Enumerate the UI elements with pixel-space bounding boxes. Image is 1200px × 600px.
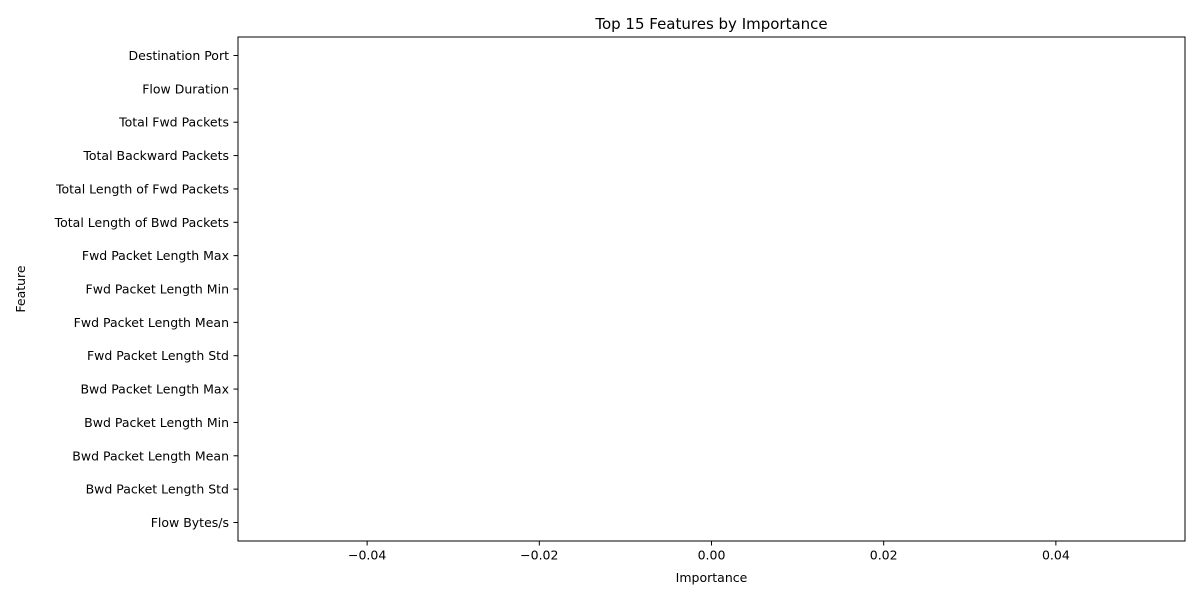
y-tick-label: Bwd Packet Length Min: [84, 415, 229, 430]
y-tick-label: Bwd Packet Length Max: [80, 382, 229, 397]
x-axis-label: Importance: [676, 570, 748, 585]
y-tick-label: Total Length of Bwd Packets: [54, 215, 229, 230]
y-tick-label: Destination Port: [129, 48, 230, 63]
y-tick-label: Bwd Packet Length Mean: [72, 448, 229, 463]
x-tick-label: −0.04: [348, 548, 386, 563]
y-tick-label: Fwd Packet Length Std: [87, 348, 229, 363]
y-tick-label: Total Fwd Packets: [118, 115, 229, 130]
y-tick-label: Fwd Packet Length Min: [86, 282, 229, 297]
y-tick-label: Fwd Packet Length Max: [82, 248, 229, 263]
x-tick-label: 0.00: [698, 548, 726, 563]
y-tick-label: Fwd Packet Length Mean: [74, 315, 229, 330]
y-axis: Destination Port Flow Duration Total Fwd P…: [54, 48, 238, 530]
x-axis: −0.04 −0.02 0.00 0.02 0.04: [348, 541, 1070, 563]
y-tick-label: Total Length of Fwd Packets: [55, 181, 229, 196]
y-tick-label: Total Backward Packets: [82, 148, 229, 163]
y-axis-label: Feature: [13, 265, 28, 313]
y-tick-label: Flow Duration: [142, 81, 229, 96]
x-tick-label: 0.02: [870, 548, 898, 563]
x-tick-label: −0.02: [520, 548, 558, 563]
y-tick-label: Bwd Packet Length Std: [86, 482, 229, 497]
chart-title: Top 15 Features by Importance: [594, 15, 827, 33]
y-tick-label: Flow Bytes/s: [151, 515, 229, 530]
x-tick-label: 0.04: [1042, 548, 1070, 563]
plot-area: [237, 36, 1186, 542]
